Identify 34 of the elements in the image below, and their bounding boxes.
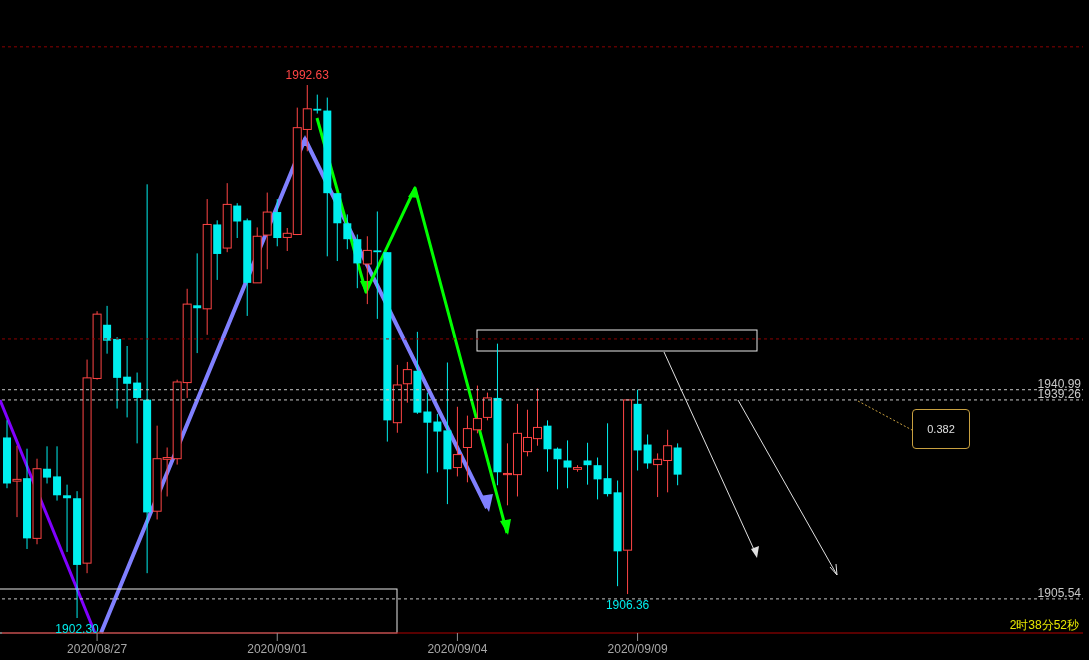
x-tick-label: 2020/09/01	[247, 642, 308, 656]
candlestick	[603, 422, 612, 497]
ref-line-label: 1905.54	[1037, 585, 1082, 600]
candlestick	[343, 213, 352, 250]
x-tick-label: 2020/09/04	[427, 642, 488, 656]
candlestick	[43, 445, 52, 484]
candlestick	[53, 445, 62, 502]
candlestick	[423, 392, 432, 474]
x-tick-label: 2020/08/27	[67, 642, 128, 656]
candlestick	[12, 445, 22, 518]
candlestick	[482, 392, 492, 421]
candlestick	[433, 413, 442, 473]
candlestick	[262, 192, 272, 270]
candlestick	[103, 305, 112, 355]
annotation: 1992.63	[285, 68, 330, 83]
candlestick	[313, 94, 322, 115]
candlestick	[233, 202, 242, 239]
candlestick	[583, 442, 592, 486]
candlestick	[553, 446, 562, 490]
candlestick	[543, 419, 552, 473]
candlestick	[133, 372, 142, 444]
candlestick	[563, 439, 572, 489]
x-tick-label: 2020/09/09	[607, 642, 668, 656]
candlestick	[373, 210, 382, 320]
candlestick	[123, 345, 132, 418]
candlestick	[193, 252, 202, 354]
text: 2时38分52秒	[1009, 617, 1079, 634]
candlestick	[643, 434, 652, 470]
candlestick	[593, 457, 602, 500]
candlestick	[63, 484, 72, 553]
annotation: 1906.36	[605, 597, 650, 612]
candlestick	[402, 361, 412, 404]
candlestick	[452, 406, 462, 477]
callout-box: 0.382	[912, 409, 970, 449]
